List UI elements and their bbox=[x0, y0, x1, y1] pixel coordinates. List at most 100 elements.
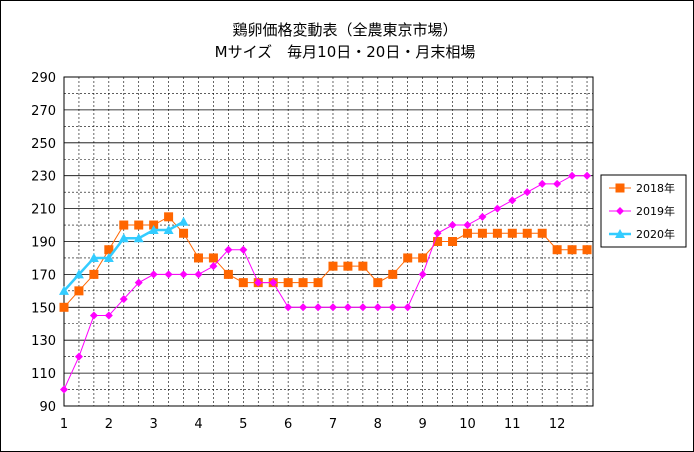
series-layer bbox=[59, 171, 592, 394]
x-tick-label: 4 bbox=[194, 417, 202, 432]
series-2018-point bbox=[492, 228, 502, 238]
y-tick-label: 290 bbox=[31, 71, 56, 86]
x-tick-label: 3 bbox=[150, 417, 158, 432]
series-2020-point bbox=[163, 224, 174, 234]
x-tick-label: 10 bbox=[459, 417, 476, 432]
y-tick-label: 250 bbox=[31, 137, 56, 152]
series-2018-point bbox=[104, 245, 114, 255]
series-2019-point bbox=[478, 212, 487, 221]
series-2018-point bbox=[134, 220, 144, 230]
series-2018-point bbox=[223, 269, 233, 279]
series-2019-point bbox=[433, 229, 442, 238]
chart-subtitle: Mサイズ 毎月10日・20日・月末相場 bbox=[215, 43, 476, 61]
series-2018-point bbox=[74, 286, 84, 296]
series-2018-point bbox=[59, 302, 69, 312]
x-tick-label: 1 bbox=[60, 417, 68, 432]
series-2018-point bbox=[313, 278, 323, 288]
legend-label: 2019年 bbox=[636, 204, 675, 218]
series-2018-point bbox=[477, 228, 487, 238]
series-2018-point bbox=[462, 228, 472, 238]
series-2019-point bbox=[74, 352, 83, 361]
series-2018-point bbox=[582, 245, 592, 255]
y-tick-label: 190 bbox=[31, 236, 56, 251]
series-2019-point bbox=[239, 245, 248, 254]
series-2020-point bbox=[133, 233, 144, 243]
series-2018-point bbox=[552, 245, 562, 255]
legend-marker-0 bbox=[615, 183, 625, 193]
y-tick-label: 130 bbox=[31, 334, 56, 349]
y-tick-label: 270 bbox=[31, 104, 56, 119]
series-2019-point bbox=[418, 270, 427, 279]
series-2020-point bbox=[88, 252, 99, 262]
series-2019-point bbox=[328, 303, 337, 312]
series-2019-point bbox=[269, 278, 278, 287]
y-tick-label: 230 bbox=[31, 170, 56, 185]
series-2019-point bbox=[209, 262, 218, 271]
series-2019-point bbox=[583, 171, 592, 180]
series-2019-point bbox=[448, 221, 457, 230]
series-2019-point bbox=[343, 303, 352, 312]
series-2018-point bbox=[418, 253, 428, 263]
series-2019-point bbox=[358, 303, 367, 312]
y-tick-label: 150 bbox=[31, 301, 56, 316]
series-2018-point bbox=[522, 228, 532, 238]
series-2018-point bbox=[119, 220, 129, 230]
series-2020-point bbox=[148, 224, 159, 234]
series-2020-point bbox=[59, 285, 69, 295]
series-2019-point bbox=[104, 311, 113, 320]
series-2018-point bbox=[403, 253, 413, 263]
series-2019-point bbox=[403, 303, 412, 312]
series-2019-point bbox=[194, 270, 203, 279]
series-2019-point bbox=[149, 270, 158, 279]
series-2018-point bbox=[343, 261, 353, 271]
y-tick-label: 90 bbox=[39, 400, 56, 415]
series-2018-point bbox=[179, 228, 189, 238]
series-2018-point bbox=[193, 253, 203, 263]
series-2019-point bbox=[373, 303, 382, 312]
series-2019-point bbox=[179, 270, 188, 279]
series-2019-point bbox=[388, 303, 397, 312]
series-2018-point bbox=[298, 278, 308, 288]
series-2018-point bbox=[433, 237, 443, 246]
series-2019-point bbox=[553, 179, 562, 188]
x-tick-label: 11 bbox=[504, 417, 521, 432]
legend-marker-1 bbox=[616, 207, 624, 215]
series-2019-point bbox=[89, 311, 98, 320]
y-tick-label: 110 bbox=[31, 367, 56, 382]
series-2018-point bbox=[448, 237, 458, 246]
series-2020-point bbox=[103, 252, 114, 262]
series-2018-point bbox=[238, 278, 248, 288]
series-2019-point bbox=[299, 303, 308, 312]
series-2018-point bbox=[208, 253, 218, 263]
legend-label: 2018年 bbox=[636, 181, 675, 195]
x-tick-label: 5 bbox=[239, 417, 247, 432]
series-2019-point bbox=[568, 171, 577, 180]
series-2020-point bbox=[118, 233, 129, 243]
x-tick-label: 6 bbox=[284, 417, 292, 432]
y-tick-label: 210 bbox=[31, 203, 56, 218]
series-2019-point bbox=[224, 245, 233, 254]
series-2019-point bbox=[463, 221, 472, 230]
series-2018-point bbox=[537, 228, 547, 238]
x-tick-label: 9 bbox=[419, 417, 427, 432]
series-2020-point bbox=[73, 269, 84, 279]
legend-marker-2 bbox=[615, 229, 625, 238]
x-tick-label: 12 bbox=[549, 417, 566, 432]
chart-title: 鶏卵価格変動表（全農東京市場） bbox=[232, 21, 457, 39]
legend-label: 2020年 bbox=[636, 227, 675, 241]
series-2019-point bbox=[523, 188, 532, 197]
series-2019-point bbox=[60, 385, 68, 394]
legend: 2018年 2019年 2020年 bbox=[600, 174, 687, 248]
series-2018-point bbox=[328, 261, 338, 271]
series-2019-point bbox=[119, 295, 128, 304]
y-tick-label: 170 bbox=[31, 268, 56, 283]
series-2018-point bbox=[373, 278, 383, 288]
x-tick-label: 2 bbox=[105, 417, 113, 432]
x-tick-label: 7 bbox=[329, 417, 337, 432]
series-2019-point bbox=[284, 303, 293, 312]
series-2018-point bbox=[89, 269, 99, 279]
series-2019-point bbox=[508, 196, 517, 205]
series-2019-point bbox=[493, 204, 502, 213]
series-2019-point bbox=[134, 278, 143, 287]
